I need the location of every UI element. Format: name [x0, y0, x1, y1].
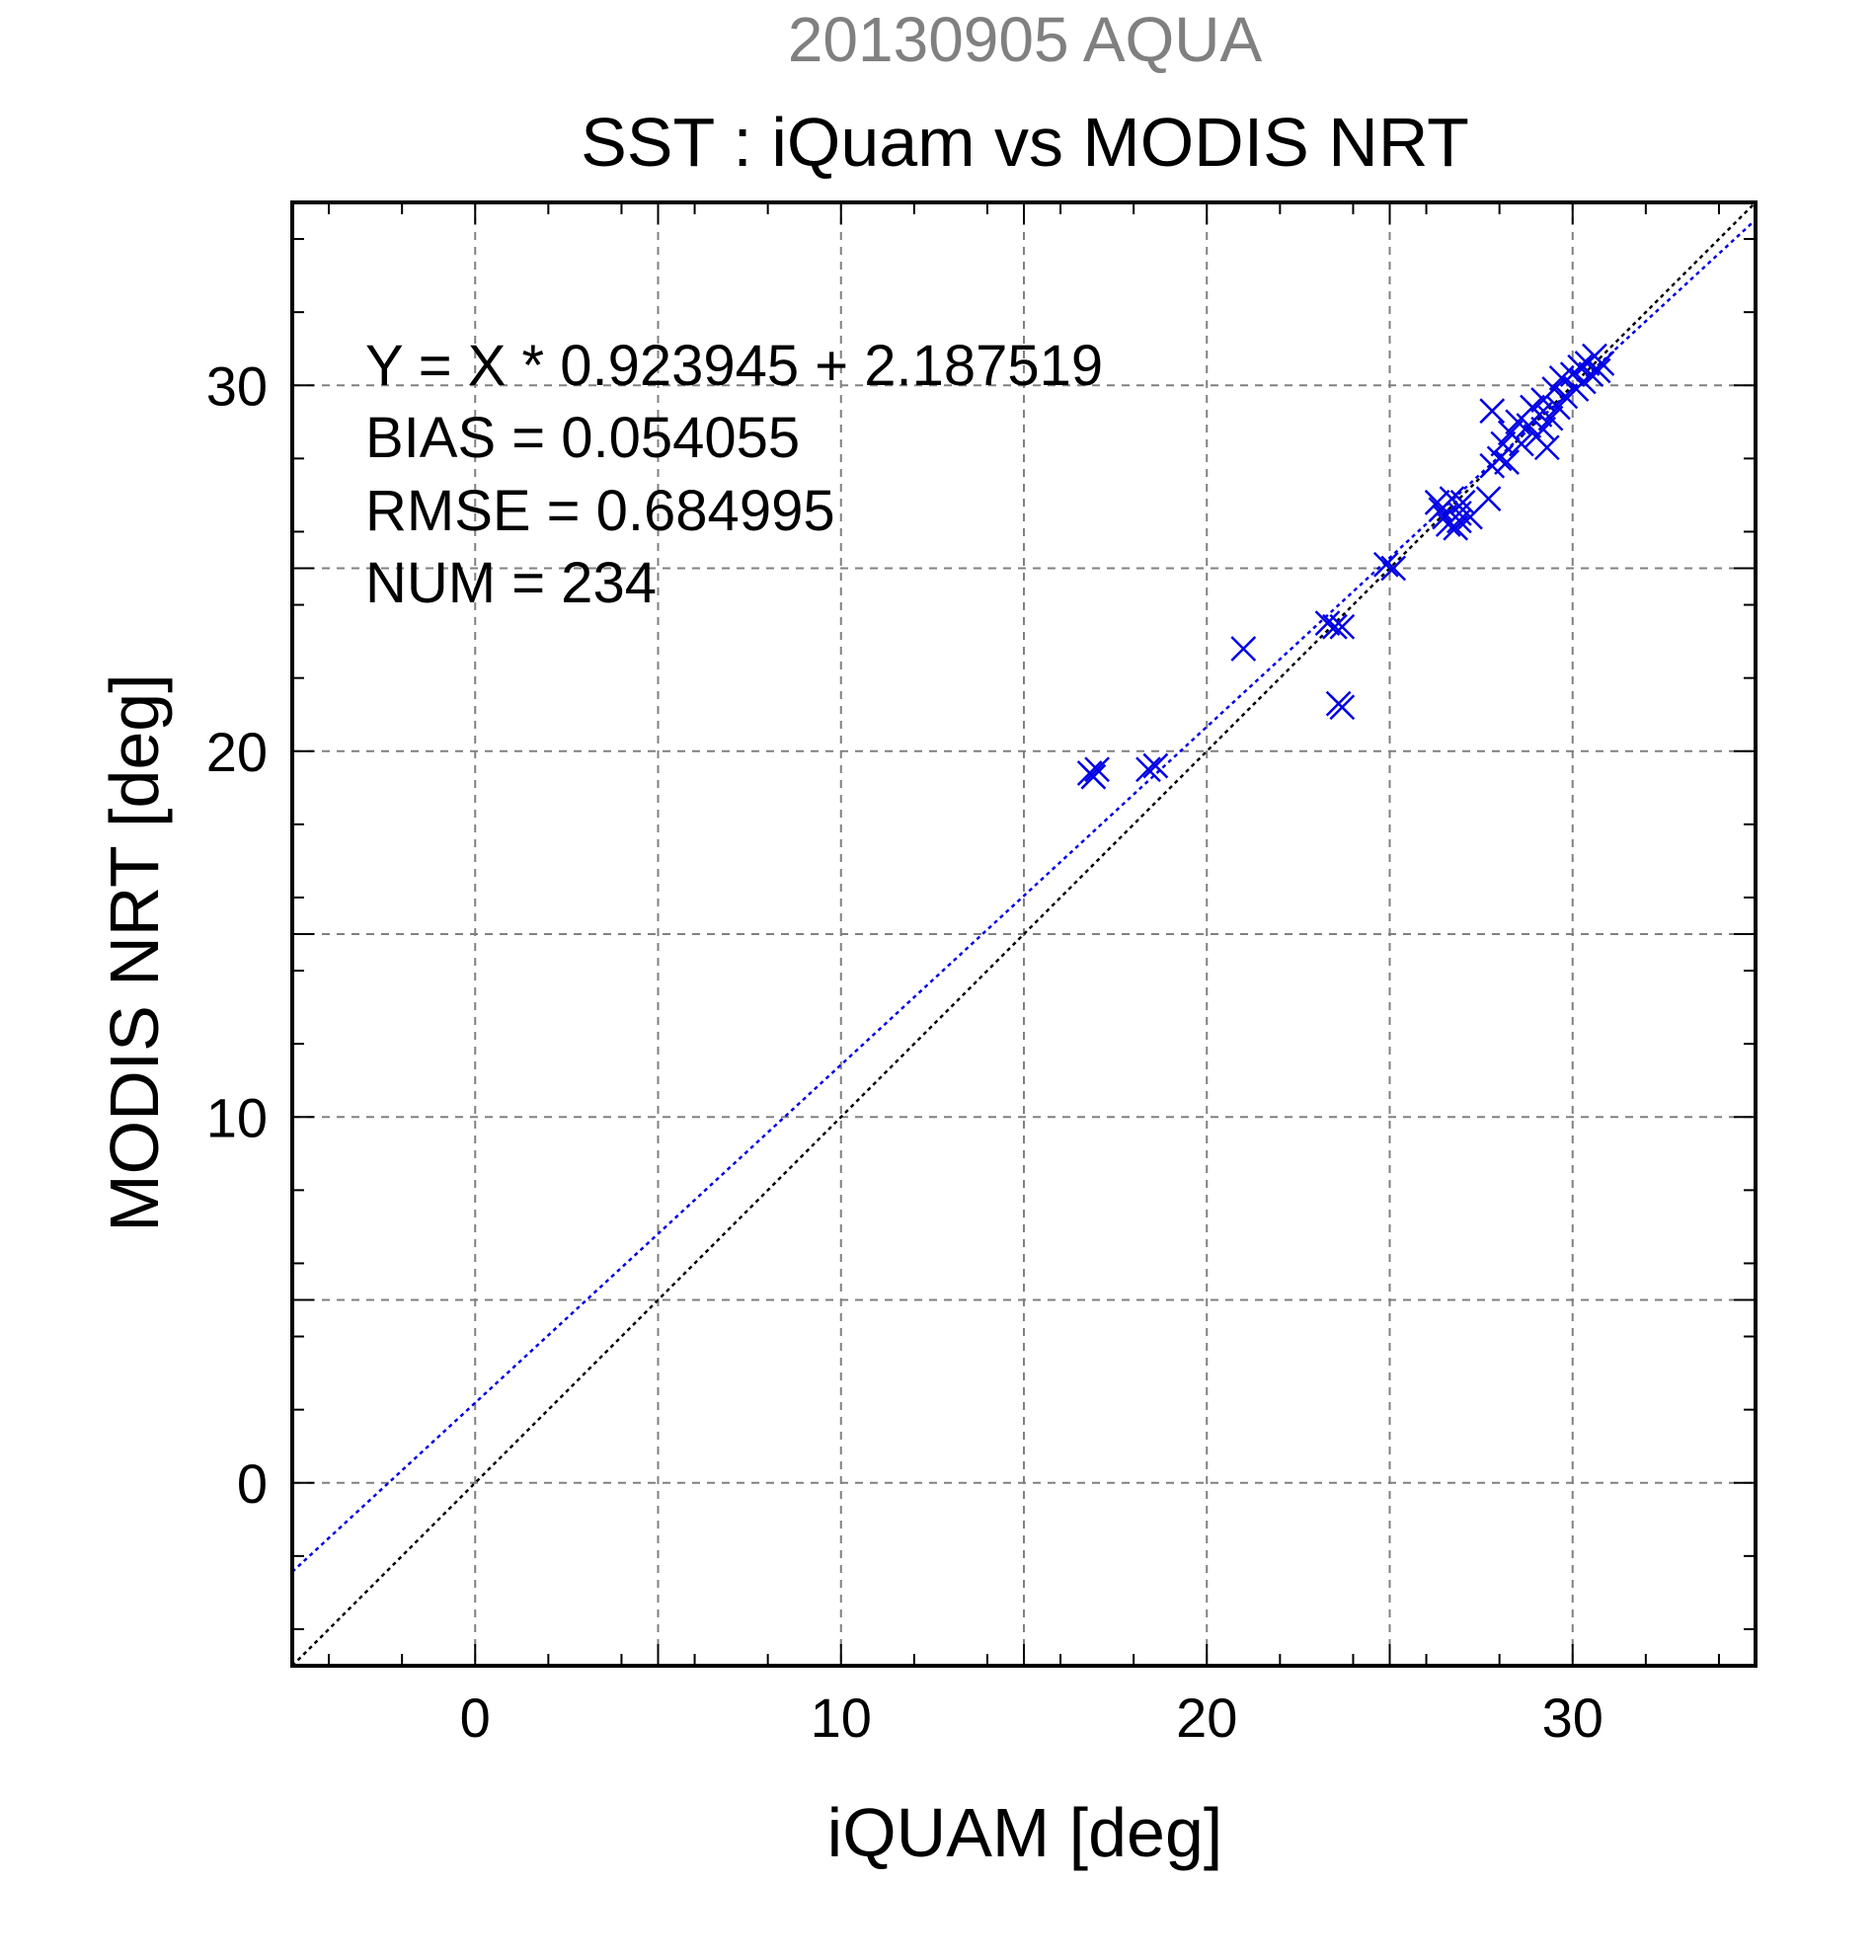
data-point	[1446, 508, 1472, 534]
regression-fit-line	[292, 218, 1756, 1573]
data-point	[1475, 486, 1502, 511]
bias-value: BIAS = 0.054055	[365, 406, 800, 470]
sample-count: NUM = 234	[365, 551, 657, 615]
data-point	[1142, 752, 1169, 779]
x-tick-label: 30	[1542, 1686, 1603, 1749]
data-point	[1508, 431, 1534, 457]
stats-annotation: Y = X * 0.923945 + 2.187519 BIAS = 0.054…	[365, 334, 1103, 615]
data-point	[1494, 449, 1520, 475]
data-point	[1533, 434, 1560, 461]
data-point	[1230, 636, 1257, 662]
axes-frame	[290, 200, 1758, 1668]
data-point	[1552, 383, 1579, 410]
data-points	[1076, 343, 1615, 790]
chart-title: SST : iQuam vs MODIS NRT	[581, 104, 1469, 181]
reference-lines	[292, 202, 1756, 1666]
data-point	[1372, 551, 1399, 578]
grid	[292, 202, 1756, 1666]
data-point	[1080, 763, 1107, 790]
x-tick-label: 0	[460, 1686, 491, 1749]
data-point	[1135, 756, 1161, 783]
data-point	[1428, 497, 1454, 523]
data-point	[1084, 756, 1110, 783]
y-tick-label: 30	[206, 354, 268, 417]
rmse-value: RMSE = 0.684995	[365, 479, 835, 543]
data-point	[1329, 613, 1356, 640]
x-tick-label: 20	[1176, 1686, 1237, 1749]
tick-labels: 0 10 20 30 0 10 20 30	[206, 354, 1603, 1749]
y-tick-label: 0	[237, 1452, 268, 1515]
data-point	[1585, 357, 1611, 384]
data-point	[1479, 398, 1506, 425]
data-point	[1589, 351, 1615, 376]
data-point	[1380, 555, 1407, 582]
chart-subtitle: 20130905 AQUA	[788, 4, 1263, 75]
y-tick-label: 10	[206, 1086, 268, 1148]
x-tick-label: 10	[811, 1686, 872, 1749]
data-point	[1322, 613, 1348, 640]
data-point	[1424, 489, 1450, 515]
data-point	[1486, 445, 1513, 472]
data-point	[1329, 694, 1356, 721]
data-point	[1490, 431, 1517, 457]
y-axis-label: MODIS NRT [deg]	[96, 673, 173, 1231]
x-axis-label: iQUAM [deg]	[827, 1794, 1223, 1871]
data-point	[1537, 405, 1564, 431]
data-point	[1314, 610, 1341, 636]
data-point	[1443, 514, 1469, 541]
y-tick-label: 20	[206, 721, 268, 783]
regression-equation: Y = X * 0.923945 + 2.187519	[365, 334, 1103, 398]
